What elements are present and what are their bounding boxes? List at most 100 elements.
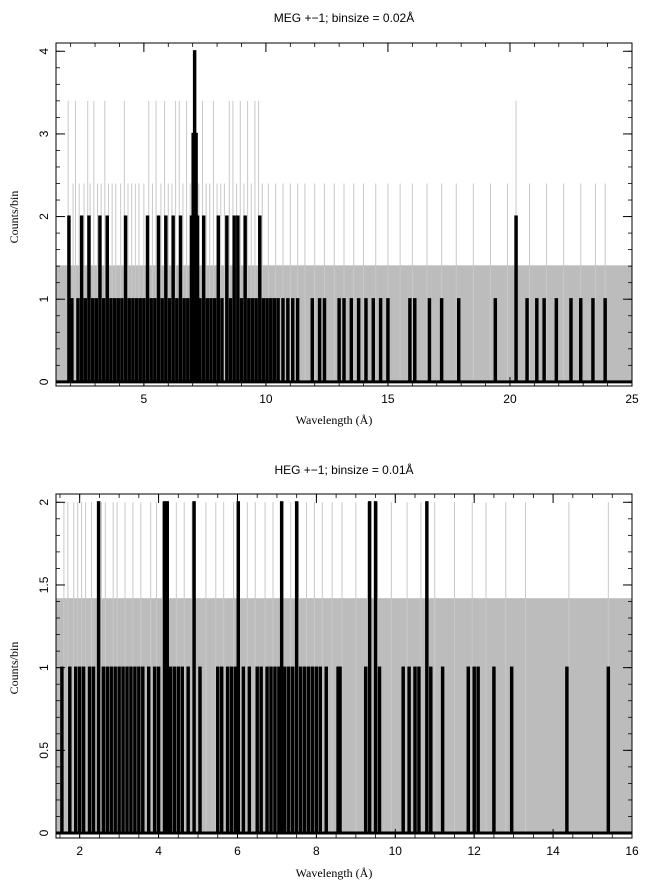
- meg-black-bin-57: [269, 298, 273, 383]
- meg-black-bin-39: [201, 215, 206, 383]
- heg-black-bin-19: [146, 666, 151, 835]
- heg-y-axis-label: Counts/bin: [7, 642, 21, 695]
- meg-black-bin-13: [116, 298, 120, 383]
- meg-black-bin-75: [408, 298, 412, 383]
- heg-black-bin-33: [225, 666, 230, 835]
- meg-x-tick-label-3: 20: [503, 392, 517, 406]
- heg-x-tick-label-1: 4: [155, 844, 162, 858]
- heg-black-bin-10: [109, 666, 113, 835]
- heg-black-bin-14: [125, 666, 129, 835]
- meg-black-bin-77: [427, 298, 432, 383]
- meg-black-bin-59: [276, 298, 280, 383]
- heg-black-bin-4: [81, 666, 86, 835]
- meg-black-bin-29: [175, 298, 179, 383]
- meg-black-bin-6: [90, 298, 95, 383]
- meg-black-bin-4: [83, 298, 88, 383]
- meg-x-tick-label-4: 25: [625, 392, 639, 406]
- heg-black-bin-27: [180, 666, 184, 835]
- meg-y-axis-label: Counts/bin: [7, 191, 21, 244]
- meg-black-bin-37: [195, 215, 200, 383]
- meg-black-bin-41: [209, 298, 213, 383]
- heg-black-bin-68: [429, 666, 433, 835]
- meg-black-bin-22: [149, 298, 153, 383]
- meg-black-bin-31: [182, 298, 186, 383]
- meg-black-bin-80: [493, 298, 498, 383]
- meg-black-bin-32: [186, 298, 190, 383]
- heg-black-bin-47: [287, 666, 291, 835]
- meg-black-bin-40: [205, 298, 210, 383]
- meg-black-bin-82: [525, 298, 529, 383]
- meg-black-bin-67: [337, 298, 341, 383]
- heg-black-bin-5: [87, 666, 92, 835]
- meg-black-bin-62: [291, 298, 295, 383]
- meg-chart-title: MEG +−1; binsize = 0.02Å: [274, 10, 414, 25]
- heg-black-bin-53: [310, 666, 315, 835]
- meg-black-bin-18: [134, 298, 139, 383]
- meg-black-bin-19: [138, 298, 142, 383]
- heg-black-bin-22: [162, 501, 167, 835]
- meg-black-bin-2: [76, 298, 80, 383]
- meg-black-bin-5: [87, 215, 91, 383]
- meg-black-bin-60: [281, 298, 285, 383]
- heg-chart-title: HEG +−1; binsize = 0.01Å: [274, 462, 413, 477]
- meg-y-tick-label-0: 0: [37, 378, 51, 385]
- heg-black-bin-9: [105, 666, 110, 835]
- meg-x-axis-label: Wavelength (Å): [296, 413, 373, 427]
- meg-black-bin-21: [145, 215, 150, 383]
- heg-black-bin-37: [241, 666, 246, 835]
- heg-y-tick-label-0: 0: [37, 829, 51, 836]
- meg-y-tick-label-2: 2: [37, 213, 51, 220]
- meg-black-bin-17: [131, 298, 135, 383]
- heg-black-bin-43: [273, 666, 277, 835]
- meg-black-bin-10: [105, 215, 109, 383]
- heg-x-axis-label: Wavelength (Å): [296, 866, 373, 880]
- heg-black-bin-31: [216, 666, 220, 835]
- heg-black-bin-73: [492, 666, 496, 835]
- heg-y-tick-label-2: 1: [37, 664, 51, 671]
- heg-black-bin-46: [283, 666, 287, 835]
- heg-y-tick-label-1: 0.5: [37, 742, 51, 759]
- heg-black-bin-66: [417, 666, 421, 835]
- heg-black-bin-34: [229, 666, 234, 835]
- meg-black-bin-56: [265, 298, 269, 383]
- meg-black-bin-11: [109, 298, 113, 383]
- heg-x-tick-label-4: 10: [389, 844, 403, 858]
- heg-black-bin-30: [198, 666, 202, 835]
- heg-black-bin-62: [377, 666, 382, 835]
- heg-x-tick-label-3: 8: [313, 844, 320, 858]
- heg-panel: HEG +−1; binsize = 0.01Å Wavelength (Å) …: [7, 462, 639, 880]
- heg-black-bin-28: [186, 666, 190, 835]
- meg-black-bin-44: [220, 298, 224, 383]
- heg-x-tick-label-6: 14: [546, 844, 560, 858]
- heg-black-bin-20: [152, 666, 157, 835]
- meg-black-bin-48: [236, 215, 240, 383]
- meg-black-bin-55: [261, 298, 266, 383]
- heg-black-bin-69: [440, 666, 445, 835]
- heg-x-tick-label-7: 16: [625, 844, 639, 858]
- heg-black-bin-44: [277, 666, 281, 835]
- heg-black-bin-18: [141, 666, 145, 835]
- heg-black-bin-17: [137, 666, 141, 835]
- meg-black-bin-42: [212, 298, 217, 383]
- heg-black-bin-55: [318, 666, 323, 835]
- meg-black-bin-74: [386, 298, 390, 383]
- meg-black-bin-88: [591, 298, 595, 383]
- meg-plot-frame: [55, 42, 633, 387]
- heg-black-bin-50: [298, 666, 303, 835]
- heg-black-bin-48: [290, 666, 295, 835]
- meg-black-bin-23: [153, 298, 157, 383]
- meg-black-bin-79: [456, 298, 461, 383]
- heg-black-bin-6: [91, 666, 96, 835]
- heg-black-bin-56: [324, 666, 328, 835]
- meg-black-bin-76: [413, 298, 417, 383]
- heg-black-bin-26: [176, 666, 181, 835]
- meg-black-bin-84: [542, 298, 546, 383]
- meg-black-bin-54: [258, 215, 262, 383]
- meg-black-bin-15: [123, 215, 128, 383]
- meg-black-bin-27: [167, 298, 172, 383]
- heg-black-bin-64: [407, 666, 411, 835]
- heg-black-bin-29: [192, 501, 196, 835]
- heg-y-tick-label-4: 2: [37, 499, 51, 506]
- meg-black-bin-52: [250, 298, 255, 383]
